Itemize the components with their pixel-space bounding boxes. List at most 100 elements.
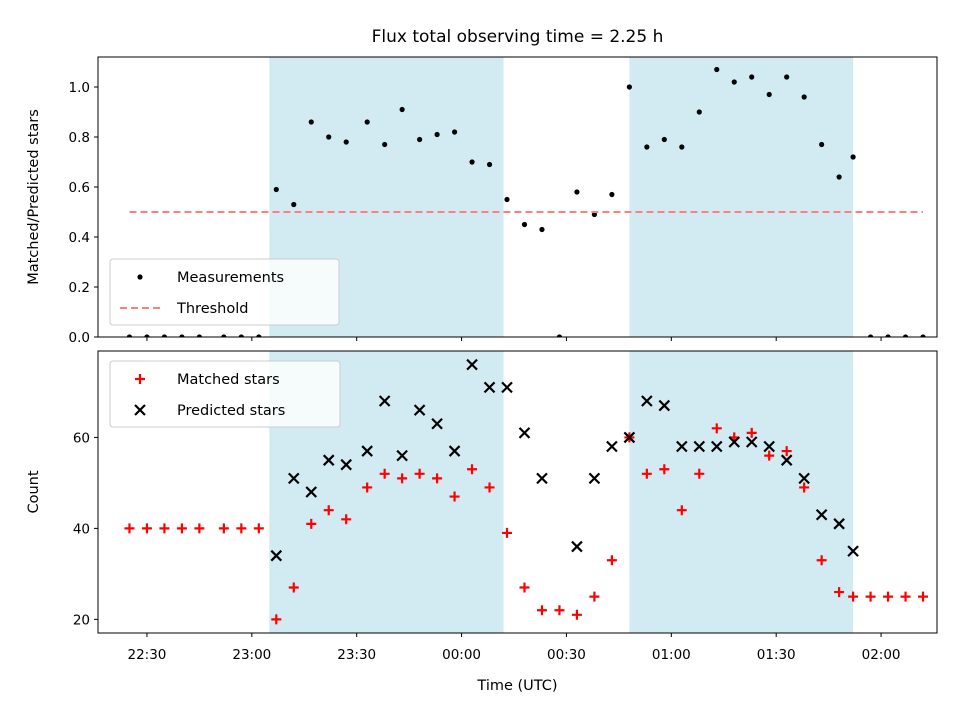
predicted-star-point [483,381,496,394]
legend-box [109,360,341,428]
matched-star-point [571,609,582,620]
measurement-point [731,79,737,85]
counts-panel: 20 40 60 22:30 23:00 23:30 00:00 00:30 01:00 01:3… [26,350,938,694]
measurement-point [469,159,475,165]
predicted-star-point [693,440,706,453]
y-tick-label: 0.8 [69,130,90,146]
x-tick-label: 22:30 [127,647,166,663]
matched-star-point [694,468,705,479]
matched-star-point [764,450,775,461]
predicted-star-point [378,395,391,407]
measurement-point [196,334,202,337]
x-tick-label: 01:00 [652,647,691,663]
measurement-point [591,211,598,218]
measurement-point [434,131,440,138]
measurement-point [399,106,405,113]
matched-star-point [124,523,135,534]
matched-star-point [397,473,408,484]
predicted-star-point [847,545,859,557]
measurement-point [920,334,926,337]
matched-star-point [414,468,425,479]
measurement-point [144,334,150,337]
predicted-star-point [305,486,318,498]
measurement-point [221,334,227,337]
predicted-star-point [361,445,373,457]
measurement-point [885,334,891,337]
legend: Measurements Threshold [109,258,340,326]
legend-entry-label: Predicted stars [177,403,285,419]
predicted-star-point [658,399,671,412]
matched-star-point [799,482,810,493]
predicted-star-point [588,472,601,485]
measurement-point [661,136,667,143]
matched-star-point [711,423,722,434]
measurement-point [784,74,790,80]
legend: Matched stars Predicted stars [109,360,341,428]
x-tick-label: 01:30 [757,647,796,663]
predicted-star-point [396,449,408,462]
matched-star-point [502,527,513,538]
predicted-star-point [728,436,741,448]
measurement-point [273,186,279,193]
plot-area [124,358,929,625]
predicted-star-point [466,358,478,371]
measurement-point [291,201,297,208]
y-tick-label: 0.6 [69,180,90,196]
measurement-point [819,141,825,148]
matched-star-point [288,582,299,593]
measurement-point [161,334,168,337]
matched-star-point [467,464,478,475]
legend-entry-label: Measurements [177,270,284,286]
x-axis-label: Time (UTC) [476,678,557,694]
measurement-point [836,174,842,180]
predicted-star-point [710,440,723,453]
predicted-star-point [518,427,531,439]
matched-star-point [362,482,373,493]
measurement-point [850,154,856,160]
measurement-point [256,334,262,337]
x-tick-label: 02:00 [862,647,901,663]
matched-star-point [834,587,845,598]
matched-star-point [159,523,170,534]
legend-entry-label: Threshold [176,301,248,317]
legend-entry-label: Matched stars [177,372,280,388]
matched-star-point [746,427,757,438]
y-axis-label: Count [26,470,42,513]
measurement-point [417,136,423,143]
predicted-star-point [798,472,810,485]
y-tick-label: 1.0 [69,80,90,96]
measurement-point [749,74,755,80]
observing-window-span [629,351,854,633]
measurement-point [609,191,615,198]
plot-frame [97,350,938,634]
measurement-point [556,334,563,337]
matched-star-point [781,446,792,457]
measurement-point [343,139,349,145]
matched-star-point [554,605,565,616]
matched-star-point [306,518,317,529]
matched-star-point [141,523,152,534]
measurements-panel: 0.0 0.2 0.4 0.6 0.8 1.0 Matched/Predicted star… [26,56,938,346]
predicted-star-point [536,472,548,485]
predicted-star-point [501,381,513,394]
matched-star-point [432,473,443,484]
measurement-point [766,91,772,98]
measurement-point [902,334,909,337]
predicted-star-point [833,518,845,530]
matched-star-point [606,555,617,566]
x-tick-label: 00:00 [442,647,481,663]
y-tick-label: 0.0 [69,330,90,346]
matched-star-point [271,614,282,625]
predicted-star-point [745,436,758,448]
matched-star-point [341,514,352,525]
y-tick-label: 60 [73,430,90,446]
matched-star-point [236,523,247,534]
matched-star-point [918,591,929,602]
x-tick-label: 00:30 [547,647,586,663]
predicted-star-point [431,417,443,430]
matched-star-point [519,582,530,593]
legend-measurement-swatch [137,274,143,280]
predicted-star-point [780,454,793,466]
measurement-point [382,141,388,148]
